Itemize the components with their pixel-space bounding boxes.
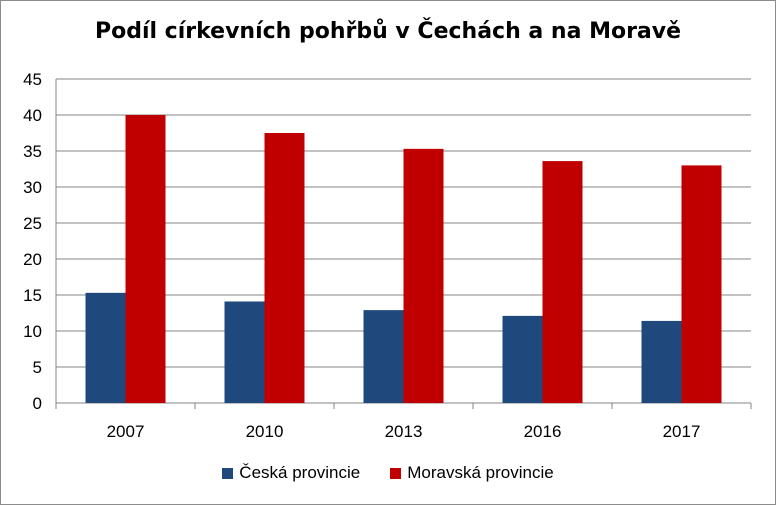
- bar-moravska-provincie: [125, 115, 166, 403]
- y-tick-label: 40: [23, 106, 42, 125]
- bar-moravska-provincie: [264, 133, 305, 403]
- y-tick-label: 0: [33, 394, 42, 413]
- x-tick-label: 2017: [663, 422, 701, 441]
- legend: Česká provincie Moravská provincie: [1, 463, 775, 483]
- bar-moravska-provincie: [403, 148, 444, 403]
- x-tick-label: 2007: [107, 422, 145, 441]
- bar-ceska-provincie: [85, 292, 126, 403]
- bar-ceska-provincie: [641, 320, 682, 403]
- legend-swatch-ceska: [222, 467, 234, 479]
- legend-label-ceska: Česká provincie: [239, 463, 361, 482]
- y-tick-label: 10: [23, 322, 42, 341]
- y-tick-label: 5: [33, 358, 42, 377]
- x-tick-label: 2016: [524, 422, 562, 441]
- bar-ceska-provincie: [224, 301, 265, 403]
- bars: [85, 115, 722, 403]
- y-tick-label: 45: [23, 70, 42, 89]
- y-tick-label: 15: [23, 286, 42, 305]
- bar-moravska-provincie: [542, 161, 583, 403]
- y-tick-label: 35: [23, 142, 42, 161]
- bar-ceska-provincie: [363, 310, 404, 403]
- legend-item-moravska: Moravská provincie: [390, 463, 554, 483]
- y-tick-label: 20: [23, 250, 42, 269]
- x-axis-ticks: 2007 2010 2013 2016 2017: [55, 403, 752, 441]
- legend-item-ceska: Česká provincie: [222, 463, 360, 483]
- y-tick-label: 30: [23, 178, 42, 197]
- x-tick-label: 2013: [385, 422, 423, 441]
- bar-ceska-provincie: [502, 315, 543, 403]
- x-tick-label: 2010: [246, 422, 284, 441]
- legend-label-moravska: Moravská provincie: [407, 463, 554, 482]
- y-axis-ticks: 0 5 10 15 20 25 30 35 40 45: [23, 70, 42, 413]
- legend-swatch-moravska: [390, 467, 402, 479]
- chart-title: Podíl církevních pohřbů v Čechách a na M…: [94, 19, 682, 44]
- bar-moravska-provincie: [681, 165, 722, 403]
- y-tick-label: 25: [23, 214, 42, 233]
